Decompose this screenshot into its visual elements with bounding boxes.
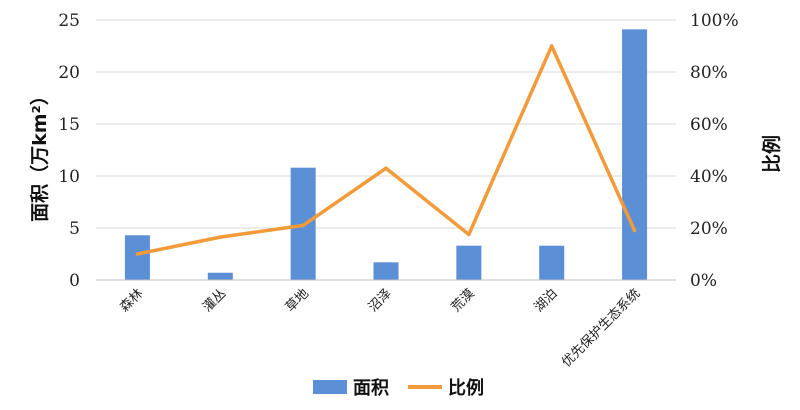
- ratio-point-6: [549, 44, 554, 48]
- y-tick-label: 5: [69, 219, 80, 239]
- y2-tick-label: 20%: [690, 219, 728, 239]
- y-tick-label: 20: [58, 63, 80, 83]
- y2-axis-title: 比例: [760, 135, 783, 173]
- x-tick-label: 湖泊: [532, 286, 561, 315]
- ratio-line: [137, 44, 637, 256]
- bar-area-2: [207, 272, 233, 280]
- y-tick-label: 10: [58, 167, 80, 187]
- ratio-point-7: [632, 228, 637, 233]
- y2-tick-label: 60%: [690, 115, 728, 135]
- bar-area-4: [373, 262, 399, 280]
- ratio-point-5: [467, 232, 471, 237]
- bar-area-1: [124, 235, 150, 280]
- legend-label-ratio: 比例: [448, 377, 484, 399]
- y-tick-label: 0: [69, 271, 80, 291]
- bar-area-7: [622, 29, 648, 280]
- bar-area-5: [456, 245, 482, 280]
- y-tick-label: 15: [58, 115, 80, 135]
- x-tick-label: 草地: [283, 286, 312, 315]
- x-tick-label: 荒漠: [449, 286, 478, 315]
- x-tick-label: 沼泽: [366, 286, 395, 315]
- legend: 面积 比例: [313, 377, 484, 399]
- x-tick-label: 优先保护生态系统: [559, 286, 643, 370]
- x-tick-label: 森林: [117, 286, 146, 315]
- ratio-point-3: [301, 223, 305, 228]
- y2-tick-label: 0%: [690, 271, 717, 291]
- y2-tick-label: 40%: [690, 167, 728, 187]
- x-tick-label: 灌丛: [200, 286, 229, 315]
- y2-tick-label: 80%: [690, 63, 728, 83]
- legend-swatch-area: [313, 380, 347, 394]
- ratio-point-1: [135, 252, 140, 256]
- y2-tick-label: 100%: [690, 11, 739, 31]
- bar-area-6: [539, 245, 565, 280]
- y-axis-title: 面积（万km²）: [28, 86, 51, 222]
- y-tick-label: 25: [58, 11, 80, 31]
- legend-label-area: 面积: [353, 378, 389, 399]
- ratio-point-4: [384, 166, 388, 170]
- ratio-point-2: [218, 235, 223, 239]
